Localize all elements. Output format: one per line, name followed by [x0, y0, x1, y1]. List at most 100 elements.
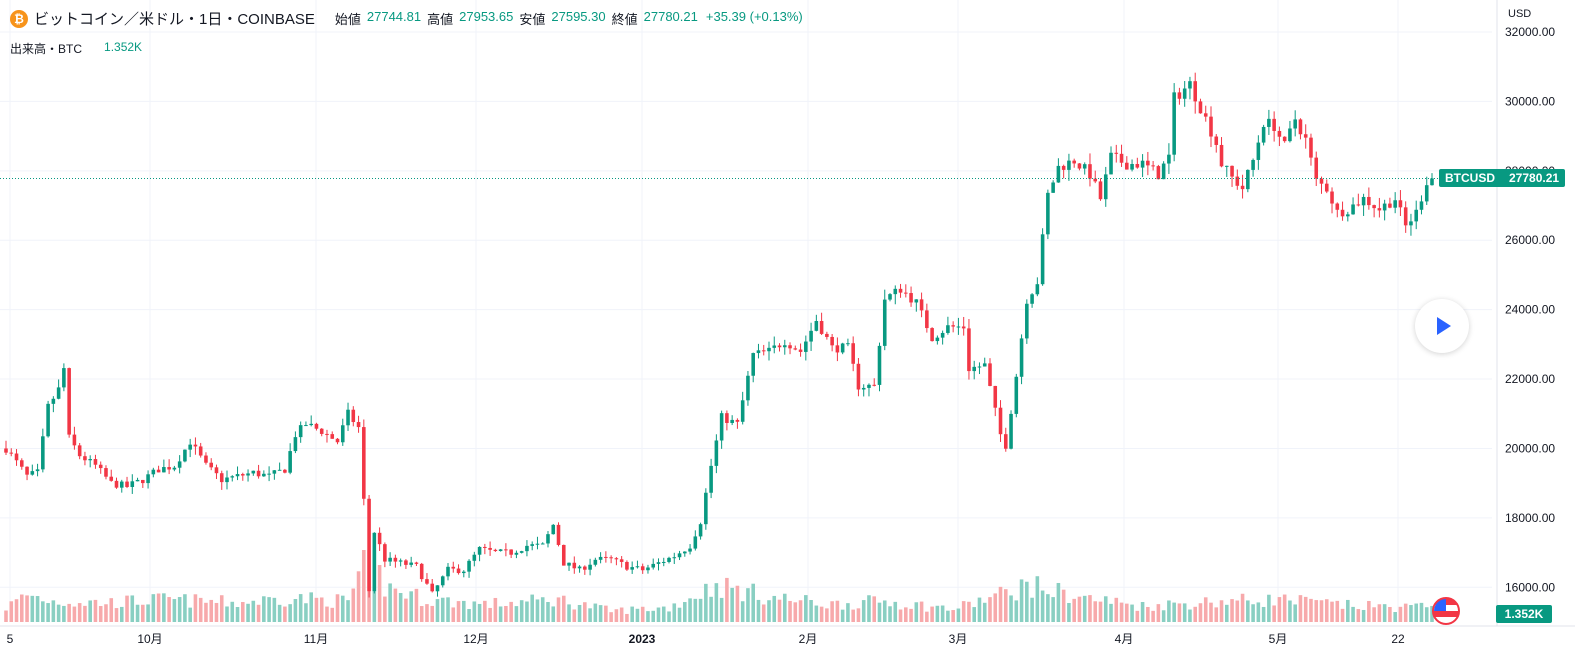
candle-body — [88, 459, 92, 461]
volume-bar — [204, 602, 208, 622]
volume-bar — [667, 611, 671, 622]
candle-body — [977, 366, 982, 368]
volume-bar — [709, 596, 713, 622]
candle-body — [446, 566, 450, 577]
candle-body — [1014, 376, 1019, 414]
volume-bar — [119, 606, 124, 622]
candle-body — [1351, 204, 1355, 215]
volume-bar — [514, 606, 519, 622]
volume-bar — [1193, 606, 1197, 622]
currency-label[interactable]: USD — [1508, 8, 1532, 20]
candle-body — [604, 556, 608, 558]
volume-bar — [1230, 599, 1234, 622]
volume-bar — [393, 588, 398, 622]
candle-body — [188, 444, 192, 450]
volume-legend: 出来高・BTC 1.352K — [10, 40, 142, 57]
candle-body — [882, 299, 887, 346]
volume-bar — [893, 601, 898, 622]
candle-body — [1093, 178, 1098, 182]
volume-bar — [656, 607, 661, 622]
volume-bar — [162, 593, 166, 622]
volume-bar — [619, 607, 624, 622]
volume-bar — [19, 594, 24, 622]
volume-bar — [577, 604, 582, 622]
volume-bar — [435, 599, 440, 622]
volume-bar — [25, 595, 29, 622]
volume-bar — [1146, 606, 1150, 622]
volume-bar — [93, 599, 98, 622]
volume-bar — [77, 603, 82, 622]
candle-body — [561, 544, 566, 566]
candle-body — [1082, 164, 1087, 169]
candle-body — [146, 474, 150, 484]
candle-body — [819, 321, 824, 334]
candle-body — [9, 452, 14, 454]
volume-bar — [1188, 609, 1192, 622]
time-axis[interactable]: 5 10月 11月 12月 2023 2月 3月 4月 5月 22 — [7, 632, 1405, 646]
candle-body — [14, 453, 19, 461]
volume-bar — [651, 610, 656, 622]
candle-body — [551, 524, 556, 535]
candle-body — [19, 460, 24, 467]
candle-body — [840, 343, 845, 353]
volume-bar — [1272, 605, 1276, 622]
volume-bar — [1261, 606, 1266, 622]
candle-body — [509, 549, 513, 555]
volume-bar — [583, 602, 587, 622]
us-flag-icon[interactable] — [1432, 597, 1460, 625]
volume-bar — [219, 595, 224, 622]
volume-bar — [1414, 603, 1419, 622]
candle-body — [283, 469, 287, 473]
volume-bar — [1088, 595, 1092, 622]
volume-value: 1.352K — [104, 40, 143, 54]
chart-legend: ₿ ビットコイン／米ドル・1日・COINBASE 始値 27744.81 高値 27… — [10, 8, 803, 29]
candle-body — [1072, 160, 1076, 164]
volume-bar — [1298, 595, 1303, 622]
volume-bar — [1256, 602, 1261, 622]
volume-bar — [1303, 596, 1308, 622]
volume-bar — [246, 603, 250, 622]
volume-bar — [588, 608, 592, 622]
volume-bar — [804, 595, 808, 622]
volume-bar — [888, 606, 892, 622]
candle-body — [267, 473, 271, 475]
candle-body — [1424, 185, 1429, 202]
candle-body — [277, 469, 282, 471]
bitcoin-icon: ₿ — [10, 9, 28, 28]
volume-bar — [456, 601, 461, 622]
volume-bar — [993, 593, 998, 622]
play-icon — [1437, 317, 1451, 335]
candle-body — [314, 423, 319, 429]
candle-body — [51, 398, 56, 404]
volume-bar — [788, 600, 792, 622]
candle-body — [1125, 162, 1129, 170]
symbol-title[interactable]: ビットコイン／米ドル・1日・COINBASE — [34, 11, 315, 28]
volume-bar — [362, 550, 366, 622]
volume-bar — [819, 606, 824, 622]
candle-body — [751, 353, 755, 376]
volume-bar — [688, 598, 692, 622]
candle-body — [1214, 136, 1219, 145]
candle-body — [572, 562, 577, 569]
candle-body — [372, 532, 377, 592]
volume-label[interactable]: 出来高・BTC — [10, 42, 83, 56]
candle-body — [998, 407, 1003, 435]
candle-body — [193, 444, 198, 447]
volume-bar — [1056, 582, 1061, 622]
volume-bar — [41, 601, 45, 622]
replay-button[interactable] — [1415, 299, 1469, 353]
volume-bar — [1403, 603, 1408, 622]
price-tick-label: 20000.00 — [1505, 441, 1555, 455]
volume-bar — [840, 609, 845, 622]
candle-body — [183, 449, 187, 462]
candle-body — [714, 440, 719, 466]
volume-bar — [314, 597, 319, 622]
candle-body — [830, 336, 834, 346]
volume-bar — [825, 608, 829, 622]
volume-bar — [951, 610, 955, 622]
price-axis[interactable]: 16000.00 18000.00 20000.00 22000.00 24000.00… — [1505, 25, 1555, 594]
volume-bar — [1319, 600, 1324, 622]
candle-body — [41, 436, 45, 470]
